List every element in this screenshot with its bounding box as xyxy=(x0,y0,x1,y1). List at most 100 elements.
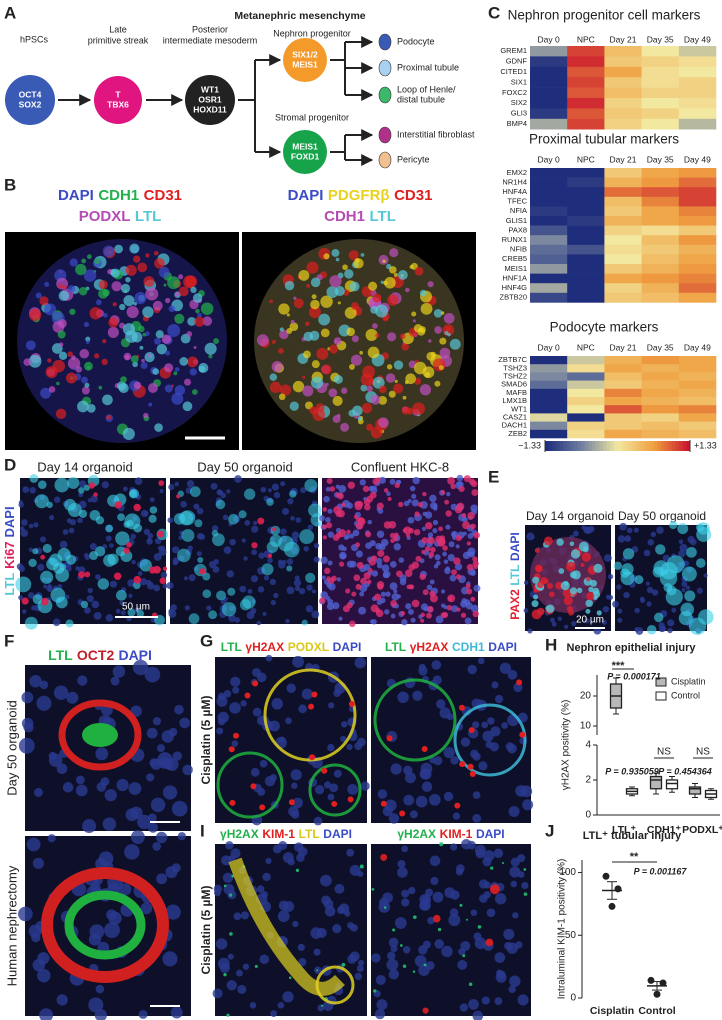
stain-word: LTL xyxy=(135,208,161,225)
cell xyxy=(433,756,443,766)
cell xyxy=(441,589,446,594)
heatmap-cell xyxy=(641,244,680,255)
cell xyxy=(257,586,265,593)
cell xyxy=(127,608,136,617)
heatmap-cell xyxy=(678,283,717,294)
cell xyxy=(378,396,388,405)
heatmap-cell xyxy=(530,56,568,68)
cell xyxy=(451,530,458,538)
node-text: SOX2 xyxy=(19,99,42,109)
cell xyxy=(489,884,500,895)
cell xyxy=(344,269,354,279)
cell xyxy=(346,743,353,751)
cell xyxy=(304,478,318,493)
cell xyxy=(489,742,499,752)
heatmap-cell xyxy=(641,216,680,226)
micrograph xyxy=(371,657,534,824)
cell xyxy=(241,538,246,543)
cell xyxy=(86,254,92,260)
cell xyxy=(429,855,441,867)
heatmap-cell xyxy=(567,168,605,178)
cell xyxy=(422,511,427,516)
cell xyxy=(177,832,186,841)
cell xyxy=(48,386,56,393)
cell xyxy=(393,272,398,277)
cell xyxy=(393,532,399,538)
cell xyxy=(309,754,316,761)
heatmap-cell xyxy=(567,283,605,294)
cell xyxy=(471,721,480,729)
cell xyxy=(88,997,104,1013)
cell xyxy=(39,296,49,306)
cell xyxy=(115,608,121,614)
cell xyxy=(262,611,267,616)
micrograph-title: Day 14 organoid xyxy=(37,459,132,474)
cell xyxy=(623,591,630,599)
cell xyxy=(293,842,304,852)
cell xyxy=(384,609,390,615)
panel-label: D xyxy=(4,455,16,474)
cell xyxy=(687,535,695,544)
stain-label: LTLKi67DAPI xyxy=(2,506,17,595)
heatmap-cell xyxy=(641,397,680,406)
heatmap-cell xyxy=(641,187,680,198)
cell xyxy=(292,797,304,809)
cell xyxy=(166,582,174,590)
cell xyxy=(646,625,657,635)
cell xyxy=(426,584,433,591)
legend-swatch xyxy=(655,691,667,701)
cell xyxy=(294,575,300,581)
micrograph-title: Day 14 organoid xyxy=(526,509,614,523)
cell xyxy=(646,601,652,607)
heatmap-column: Day 21 xyxy=(610,342,637,352)
cell xyxy=(475,849,485,859)
cell xyxy=(199,533,206,540)
cell xyxy=(354,502,363,511)
heatmap-cell xyxy=(604,77,642,88)
cell xyxy=(279,329,289,340)
cell xyxy=(320,874,332,887)
heatmap-cell xyxy=(678,273,717,284)
cell xyxy=(293,579,302,587)
cell xyxy=(532,576,540,584)
cell xyxy=(191,389,198,395)
cell xyxy=(466,541,471,546)
heatmap-cell xyxy=(641,66,680,78)
cell xyxy=(187,356,199,368)
micrograph xyxy=(18,830,191,1020)
colorbar-step xyxy=(606,441,611,451)
cell xyxy=(428,551,435,558)
cell xyxy=(286,328,293,334)
cell xyxy=(434,554,441,561)
cell xyxy=(328,388,338,398)
cell xyxy=(679,543,688,552)
cell xyxy=(602,605,610,613)
cell xyxy=(83,321,90,328)
cell xyxy=(226,570,234,578)
cell xyxy=(365,328,378,341)
cell xyxy=(402,945,411,954)
tubule xyxy=(315,965,355,1005)
heatmap-cell xyxy=(641,108,680,120)
cell xyxy=(126,305,139,319)
cell xyxy=(223,690,232,698)
stage-label: intermediate mesoderm xyxy=(163,35,258,45)
cell xyxy=(328,582,336,591)
cell xyxy=(208,610,218,620)
cell xyxy=(411,599,420,608)
cell xyxy=(29,674,42,688)
cell xyxy=(382,259,386,263)
cell xyxy=(434,380,441,387)
cell xyxy=(387,496,392,502)
cell xyxy=(294,585,301,592)
cell xyxy=(449,908,459,917)
cell xyxy=(132,361,138,368)
cell xyxy=(445,326,451,332)
cell xyxy=(389,582,398,591)
heatmap-cell xyxy=(530,372,568,381)
cell xyxy=(264,775,276,787)
cell xyxy=(176,494,181,499)
stage-label: Stromal progenitor xyxy=(275,112,349,122)
cell xyxy=(216,489,223,496)
heatmap-cell xyxy=(530,356,568,365)
